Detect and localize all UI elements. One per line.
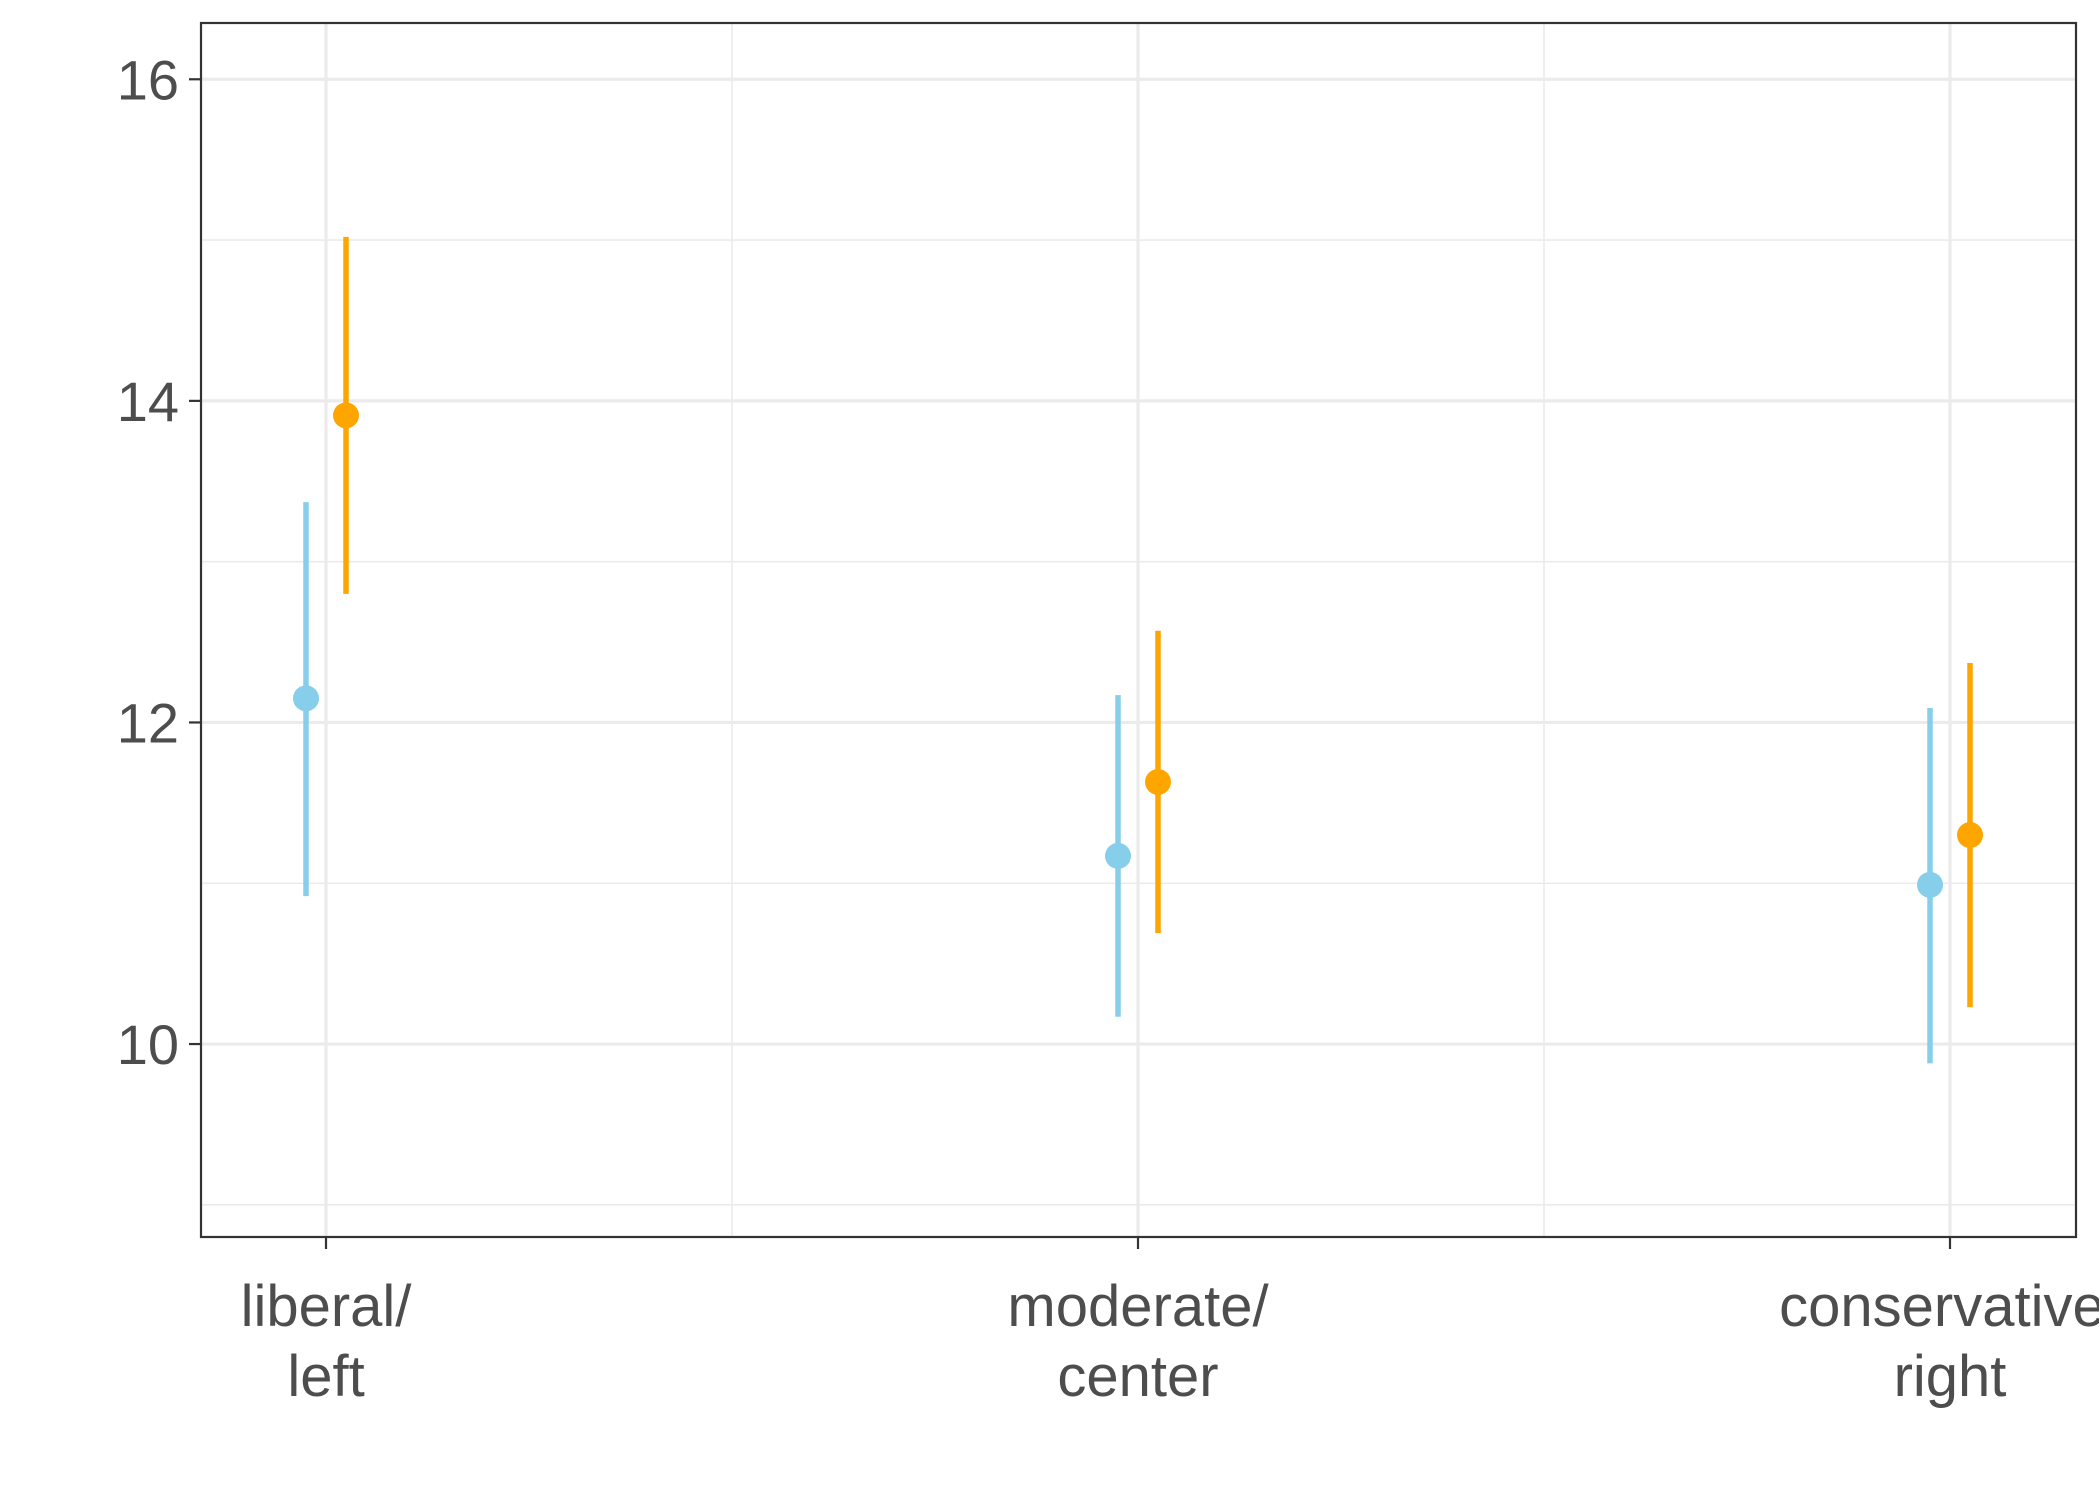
x-tick-label-line: right <box>1894 1344 2007 1409</box>
x-tick-label: moderate/center <box>1007 1274 1269 1409</box>
axes: 10 12 14 16 liberal/left moderate/center conse… <box>117 48 2099 1409</box>
x-tick-label-line: moderate/ <box>1007 1274 1269 1339</box>
x-tick-label-line: liberal/ <box>241 1274 413 1339</box>
data-point <box>293 685 319 712</box>
x-tick-label: liberal/left <box>241 1274 413 1409</box>
x-tick-label-line: center <box>1057 1344 1218 1409</box>
y-tick-label: 12 <box>117 691 179 754</box>
x-tick-label-line: left <box>287 1344 364 1409</box>
data-point <box>1145 768 1171 795</box>
data-point <box>1917 871 1943 898</box>
x-tick-label-line: conservative/ <box>1779 1274 2099 1339</box>
data-point <box>333 402 359 429</box>
y-tick-label: 14 <box>117 370 179 433</box>
x-tick-label: conservative/right <box>1779 1274 2099 1409</box>
major-gridlines <box>201 23 2076 1237</box>
data-point <box>1105 842 1131 869</box>
data-point <box>1957 822 1983 849</box>
y-tick-label: 10 <box>117 1013 179 1076</box>
data-marks <box>293 236 1983 1064</box>
y-tick-label: 16 <box>117 48 179 111</box>
